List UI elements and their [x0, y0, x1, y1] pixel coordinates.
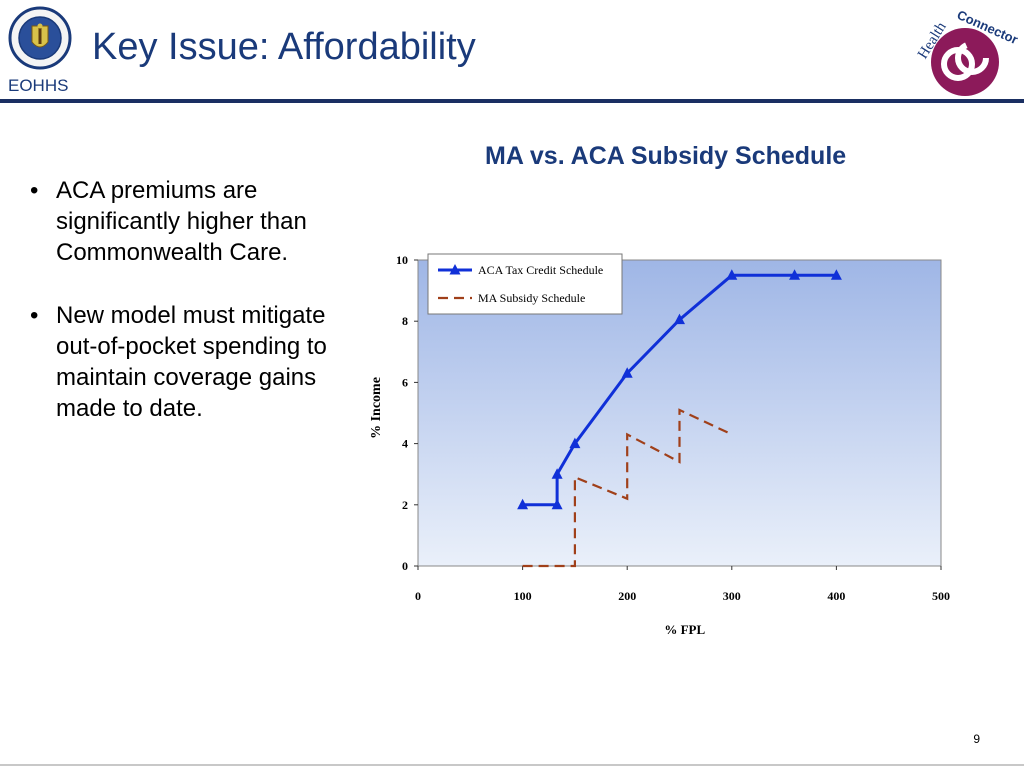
legend-aca-label: ACA Tax Credit Schedule: [478, 263, 603, 277]
x-tick-label: 200: [618, 589, 636, 603]
aca-data-point: [674, 313, 685, 325]
page-title: Key Issue: Affordability: [92, 26, 476, 68]
y-tick-label: 6: [402, 375, 408, 389]
aca-data-point: [621, 367, 633, 378]
x-tick-label: 100: [514, 589, 532, 603]
bullet-item: • New model must mitigate out-of-pocket …: [30, 300, 340, 424]
aca-data-point: [830, 269, 842, 280]
x-tick-label: 500: [932, 589, 950, 603]
aca-data-point: [551, 498, 563, 510]
bullet-marker: •: [30, 302, 39, 329]
org-label: EOHHS: [8, 76, 69, 95]
bullet-list: • ACA premiums are significantly higher …: [30, 175, 340, 456]
y-tick-label: 4: [402, 437, 408, 451]
massachusetts-seal-icon: [8, 6, 72, 70]
y-axis-label: % Income: [369, 377, 384, 439]
legend-aca-marker: [449, 264, 461, 275]
aca-data-point: [726, 269, 738, 280]
title-divider: [0, 99, 1024, 103]
chart-title: MA vs. ACA Subsidy Schedule: [485, 142, 847, 170]
y-tick-label: 2: [402, 498, 408, 512]
y-tick-label: 8: [402, 314, 408, 328]
aca-data-point: [517, 498, 529, 510]
y-tick-label: 0: [402, 559, 408, 573]
page-number: 9: [973, 732, 980, 746]
legend-box: [427, 253, 623, 315]
bullet-text: ACA premiums are significantly higher th…: [56, 177, 307, 266]
y-tick-label: 10: [396, 253, 408, 267]
x-tick-label: 300: [723, 589, 741, 603]
aca-data-point: [551, 468, 563, 479]
x-tick-label: 0: [415, 589, 421, 603]
aca-data-point: [789, 269, 801, 280]
legend-ma-label: MA Subsidy Schedule: [478, 291, 585, 305]
health-connector-logo-icon: Health Connector: [915, 7, 1018, 96]
x-axis-label: % FPL: [664, 622, 705, 637]
bullet-text: New model must mitigate out-of-pocket sp…: [56, 302, 327, 422]
x-tick-label: 400: [827, 589, 845, 603]
bullet-marker: •: [30, 177, 39, 204]
ma-subsidy-series-line: [522, 408, 733, 568]
bullet-item: • ACA premiums are significantly higher …: [30, 175, 340, 268]
aca-data-point: [569, 437, 581, 449]
footer-divider: [0, 764, 1024, 766]
